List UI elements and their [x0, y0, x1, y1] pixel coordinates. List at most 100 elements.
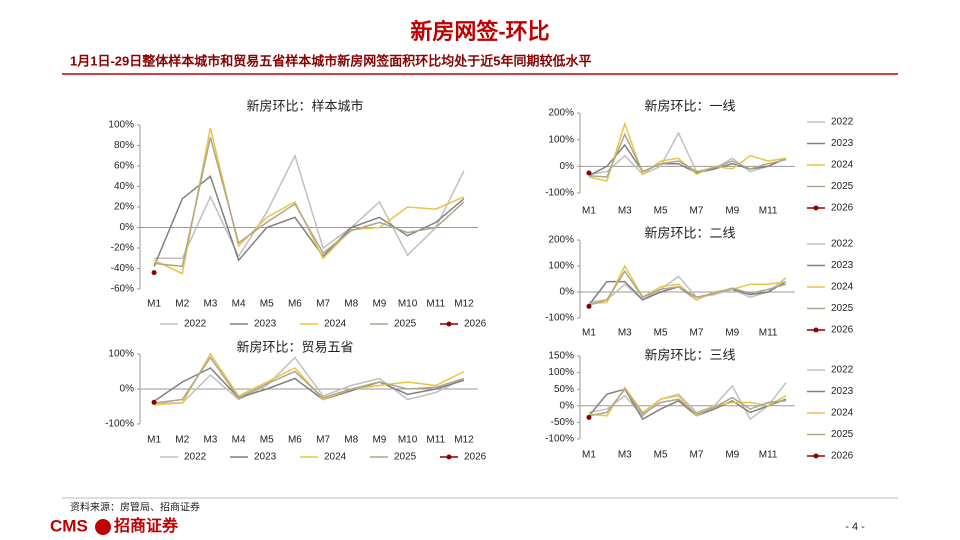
legend-label: 2023 [831, 260, 854, 271]
x-tick-label: M10 [398, 435, 418, 446]
x-tick-label: M9 [372, 435, 386, 446]
legend-label: 2024 [831, 408, 854, 419]
y-tick-label: -60% [111, 284, 134, 295]
y-tick-label: -100% [545, 313, 574, 324]
x-tick-label: M7 [690, 450, 704, 461]
chart-title: 新房环比：一线 [644, 98, 735, 113]
x-tick-label: M3 [618, 206, 632, 217]
x-tick-label: M6 [288, 435, 302, 446]
x-tick-label: M9 [725, 206, 739, 217]
y-tick-label: -100% [545, 434, 574, 445]
y-tick-label: 80% [114, 140, 134, 151]
x-tick-label: M7 [690, 206, 704, 217]
x-tick-label: M3 [618, 328, 632, 339]
chart-title: 新房环比：样本城市 [246, 98, 363, 113]
x-tick-label: M1 [582, 450, 596, 461]
legend-label: 2026 [464, 452, 487, 463]
legend-label: 2025 [394, 452, 417, 463]
x-tick-label: M7 [316, 299, 330, 310]
y-tick-label: 100% [108, 349, 134, 360]
series-line [153, 175, 465, 267]
y-tick-label: 0% [560, 287, 575, 298]
x-tick-label: M1 [582, 206, 596, 217]
y-tick-label: 150% [548, 351, 574, 362]
series-line [588, 132, 787, 178]
x-tick-label: M11 [426, 299, 445, 310]
legend-label: 2026 [831, 451, 854, 462]
series-line [588, 388, 787, 421]
y-tick-label: 200% [548, 235, 574, 246]
legend-label: 2023 [254, 319, 277, 330]
x-tick-label: M9 [372, 299, 386, 310]
x-tick-label: M3 [203, 299, 217, 310]
legend-label: 2022 [831, 239, 854, 250]
series-line [588, 264, 787, 305]
legend-label: 2026 [464, 319, 487, 330]
y-tick-label: 100% [108, 120, 134, 131]
series-line [154, 356, 465, 404]
series-point [586, 170, 592, 176]
source-note: 资料来源：房管局、招商证券 [70, 501, 200, 514]
logo-cn: 招商证券 [114, 516, 179, 535]
x-tick-label: M12 [454, 299, 474, 310]
series-line [588, 280, 787, 306]
y-tick-label: -20% [111, 243, 134, 254]
x-tick-label: M7 [690, 328, 704, 339]
y-tick-label: -100% [545, 188, 574, 199]
legend-label: 2026 [831, 325, 854, 336]
y-tick-label: -40% [111, 263, 134, 274]
slide-subtitle: 1月1日-29日整体样本城市和贸易五省样本城市新房网签面积环比均处于近5年同期较… [70, 53, 591, 68]
chart-title: 新房环比：贸易五省 [236, 339, 353, 354]
y-tick-label: 60% [114, 161, 134, 172]
y-tick-label: 40% [114, 181, 134, 192]
x-tick-label: M8 [344, 435, 358, 446]
x-tick-label: M1 [147, 299, 161, 310]
page-number: - 4 - [845, 521, 865, 533]
x-tick-label: M8 [344, 299, 358, 310]
series-line [588, 131, 787, 176]
legend-label: 2025 [394, 319, 417, 330]
legend-label: 2024 [831, 282, 854, 293]
x-tick-label: M11 [759, 206, 778, 217]
series-line [154, 137, 465, 268]
x-tick-label: M5 [260, 299, 274, 310]
legend-label: 2024 [831, 160, 854, 171]
legend-label: 2025 [831, 181, 854, 192]
x-tick-label: M6 [288, 299, 302, 310]
x-tick-label: M5 [654, 206, 668, 217]
series-line [153, 127, 465, 275]
x-tick-label: M1 [582, 328, 596, 339]
series-point [586, 414, 592, 420]
y-tick-label: 100% [548, 261, 574, 272]
y-tick-label: 100% [548, 367, 574, 378]
logo-icon [95, 519, 111, 535]
legend-label: 2024 [324, 319, 347, 330]
series-line [588, 386, 787, 417]
legend-marker [813, 327, 819, 333]
x-tick-label: M11 [759, 328, 778, 339]
y-tick-label: 0% [120, 222, 135, 233]
y-tick-label: -100% [105, 419, 134, 430]
x-tick-label: M4 [232, 299, 246, 310]
legend-label: 2022 [831, 365, 854, 376]
legend-marker [813, 205, 819, 211]
legend-label: 2022 [184, 452, 207, 463]
x-tick-label: M10 [398, 299, 418, 310]
legend-label: 2023 [831, 386, 854, 397]
series-line [588, 387, 787, 417]
chart-title: 新房环比：二线 [644, 225, 735, 240]
series-point [151, 270, 157, 276]
legend-label: 2026 [831, 203, 854, 214]
x-tick-label: M5 [654, 328, 668, 339]
x-tick-label: M12 [454, 435, 474, 446]
x-tick-label: M2 [175, 299, 189, 310]
series-point [586, 303, 592, 309]
series-line [588, 275, 787, 304]
y-tick-label: -50% [551, 417, 574, 428]
y-tick-label: 20% [114, 202, 134, 213]
slide-title: 新房网签-环比 [410, 19, 549, 44]
x-tick-label: M11 [759, 450, 778, 461]
x-tick-label: M9 [725, 450, 739, 461]
legend-label: 2022 [184, 319, 207, 330]
